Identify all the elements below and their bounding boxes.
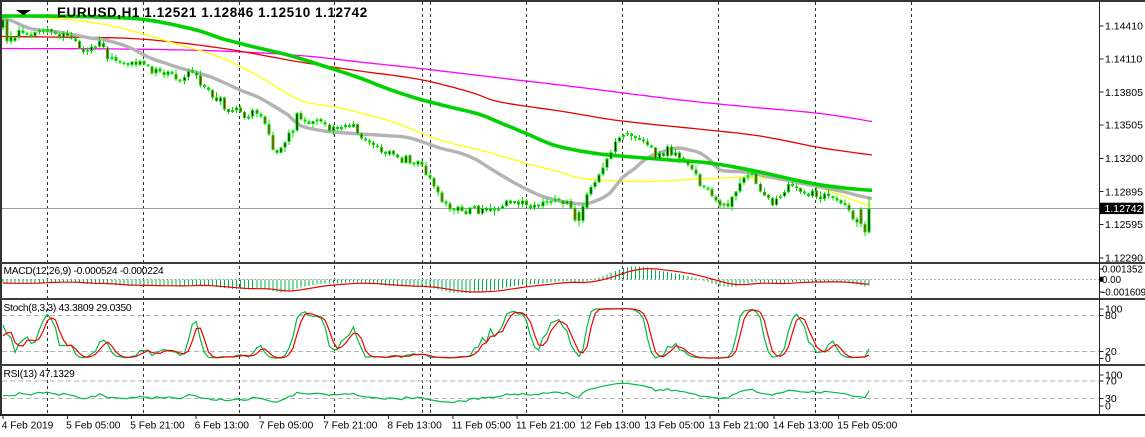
svg-text:5 Feb 05:00: 5 Feb 05:00 xyxy=(66,421,121,432)
svg-text:5 Feb 21:00: 5 Feb 21:00 xyxy=(130,421,185,432)
svg-text:0: 0 xyxy=(1105,401,1111,413)
svg-text:Stoch(8,3,3) 43.3809 29.0350: Stoch(8,3,3) 43.3809 29.0350 xyxy=(4,303,132,314)
svg-text:20: 20 xyxy=(1105,346,1117,358)
svg-text:RSI(13) 47.1329: RSI(13) 47.1329 xyxy=(4,369,76,380)
svg-text:15 Feb 05:00: 15 Feb 05:00 xyxy=(837,421,897,432)
svg-text:-0.001609: -0.001609 xyxy=(1102,288,1145,299)
svg-text:100: 100 xyxy=(1105,304,1123,316)
svg-text:30: 30 xyxy=(1105,393,1117,405)
svg-text:1.12290: 1.12290 xyxy=(1105,253,1143,265)
svg-text:1.13805: 1.13805 xyxy=(1105,87,1143,99)
svg-text:1.14110: 1.14110 xyxy=(1105,54,1142,66)
svg-text:1.12895: 1.12895 xyxy=(1105,186,1143,198)
svg-text:1.13200: 1.13200 xyxy=(1105,153,1143,165)
svg-text:1.13505: 1.13505 xyxy=(1105,120,1143,132)
svg-text:70: 70 xyxy=(1105,375,1117,387)
svg-text:100: 100 xyxy=(1105,370,1123,382)
svg-text:1.12742: 1.12742 xyxy=(1105,203,1143,215)
svg-text:6 Feb 13:00: 6 Feb 13:00 xyxy=(195,421,250,432)
svg-text:MACD(12,26,9) -0.000524 -0.000: MACD(12,26,9) -0.000524 -0.000224 xyxy=(4,266,165,277)
svg-text:1.14410: 1.14410 xyxy=(1105,21,1143,33)
svg-text:1.12595: 1.12595 xyxy=(1105,219,1143,231)
svg-text:7 Feb 21:00: 7 Feb 21:00 xyxy=(323,421,378,432)
svg-text:11 Feb 05:00: 11 Feb 05:00 xyxy=(452,421,512,432)
svg-text:13 Feb 21:00: 13 Feb 21:00 xyxy=(709,421,769,432)
svg-text:7 Feb 05:00: 7 Feb 05:00 xyxy=(259,421,314,432)
svg-text:0.001352: 0.001352 xyxy=(1102,265,1143,276)
svg-text:13 Feb 05:00: 13 Feb 05:00 xyxy=(645,421,705,432)
svg-text:0: 0 xyxy=(1105,353,1111,365)
svg-text:8 Feb 13:00: 8 Feb 13:00 xyxy=(387,421,442,432)
svg-text:4 Feb 2019: 4 Feb 2019 xyxy=(2,421,54,432)
svg-text:EURUSD,H1 1.12521 1.12846 1.1: EURUSD,H1 1.12521 1.12846 1.12510 1.1274… xyxy=(57,5,368,20)
svg-text:14 Feb 13:00: 14 Feb 13:00 xyxy=(773,421,833,432)
svg-text:11 Feb 21:00: 11 Feb 21:00 xyxy=(516,421,576,432)
svg-text:12 Feb 13:00: 12 Feb 13:00 xyxy=(580,421,640,432)
svg-text:0.00: 0.00 xyxy=(1102,275,1122,286)
svg-text:80: 80 xyxy=(1105,310,1117,322)
